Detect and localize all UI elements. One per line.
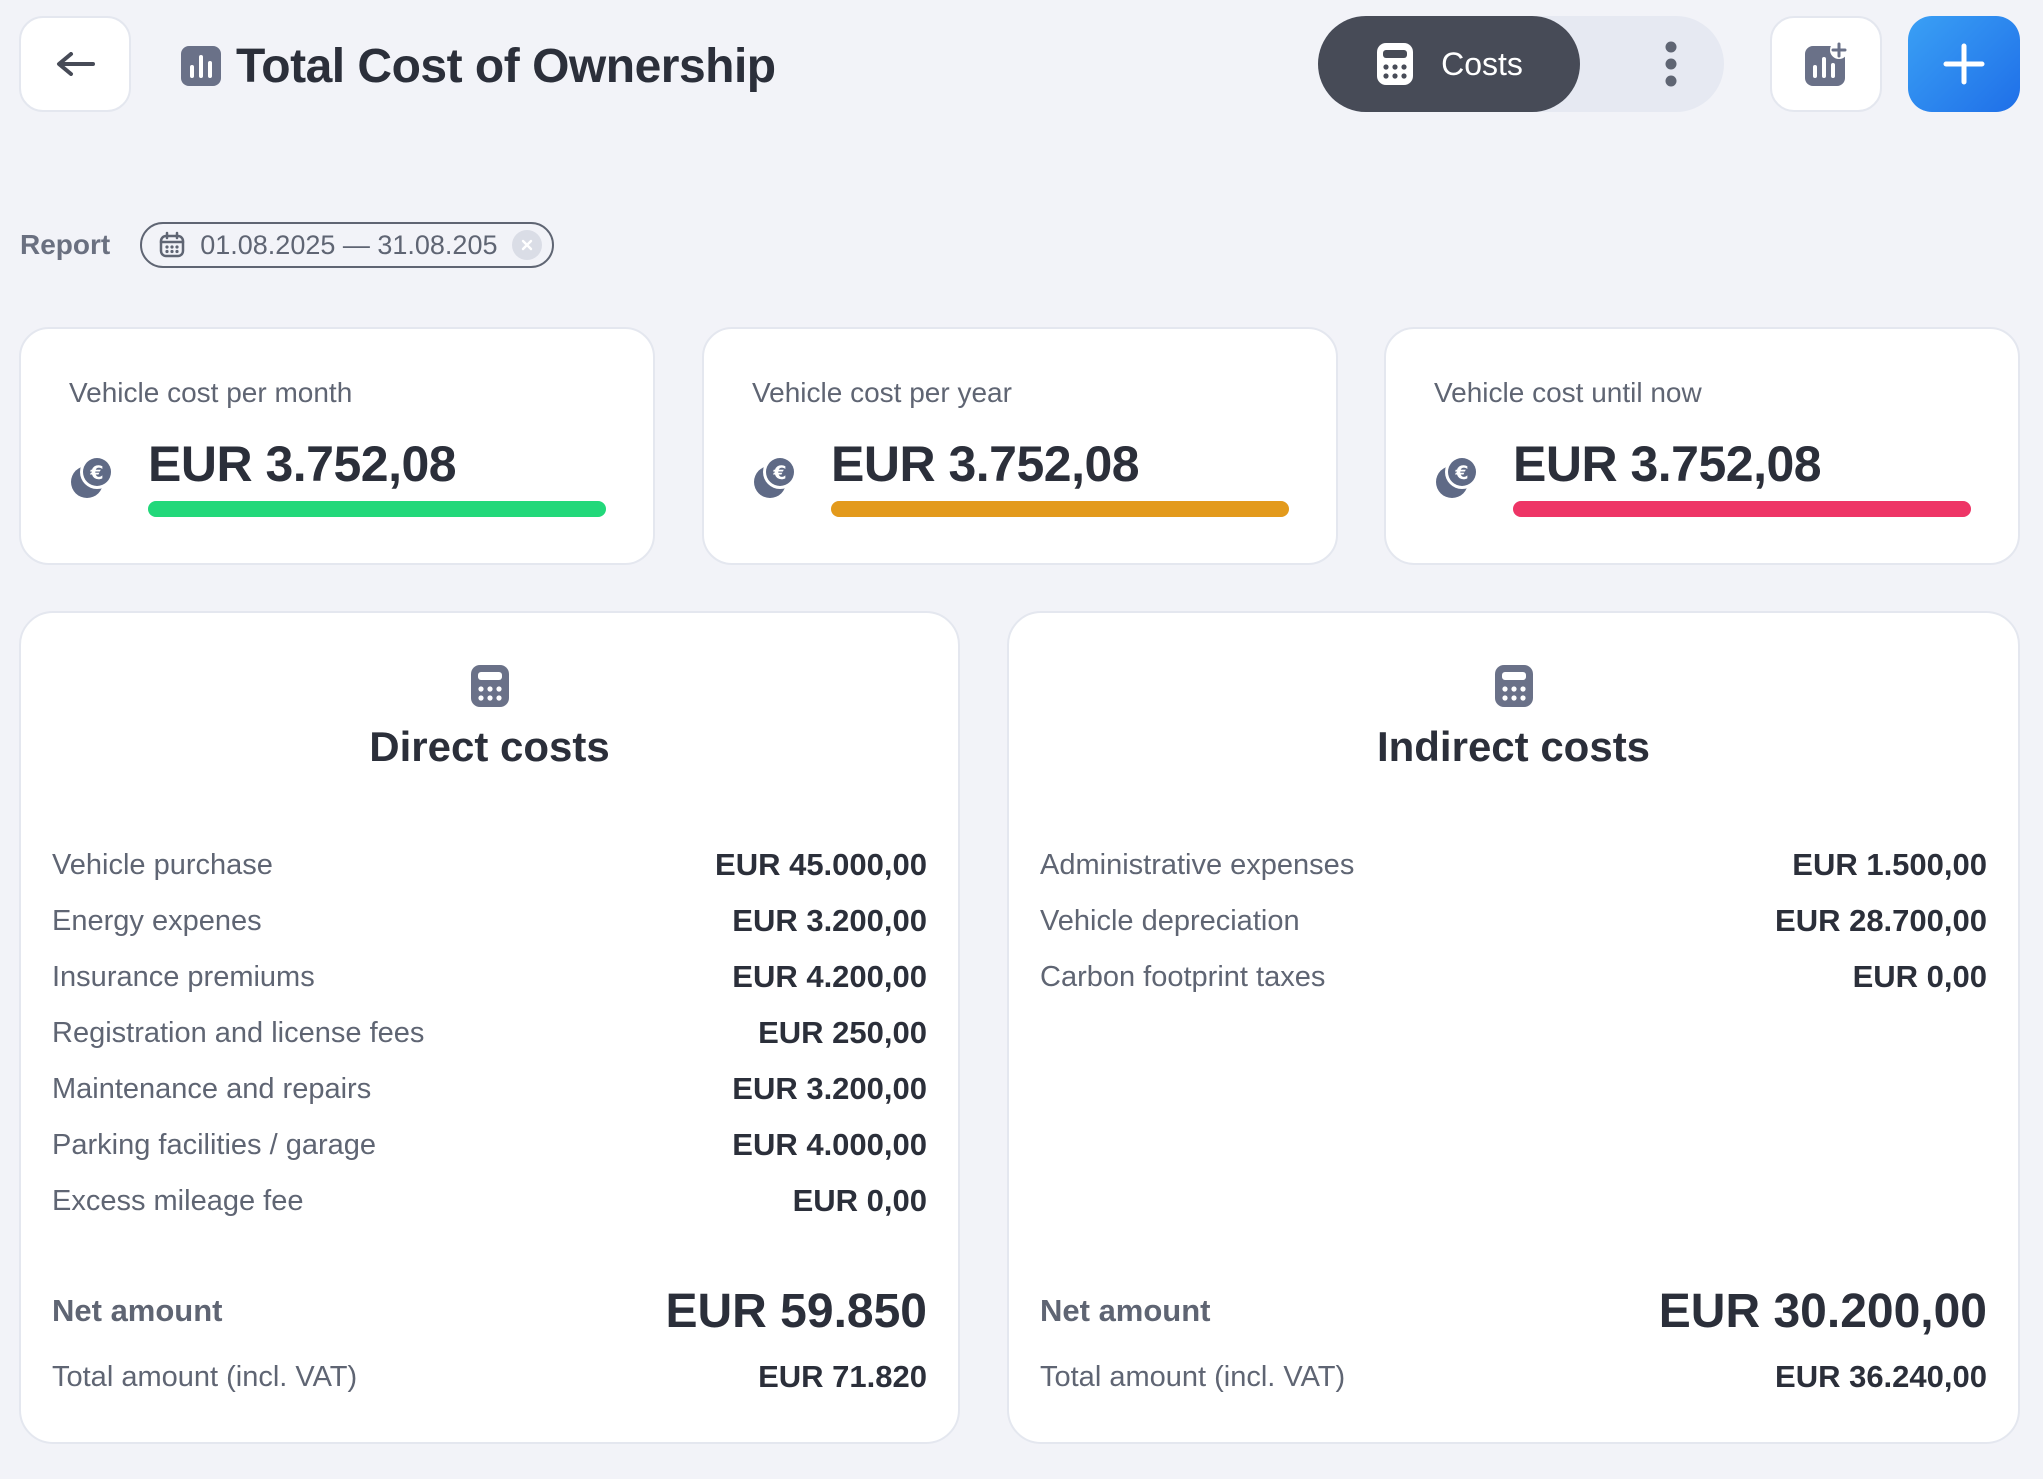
report-label: Report bbox=[20, 229, 111, 260]
svg-text:€: € bbox=[89, 462, 103, 484]
panel-title: Indirect costs bbox=[1376, 723, 1651, 770]
list-item: Vehicle depreciation EUR 28.700,00 bbox=[1040, 893, 1987, 949]
euro-coin-icon: € bbox=[71, 455, 114, 498]
row-label: Parking facilities / garage bbox=[52, 1128, 376, 1161]
kpi-progress-bar bbox=[1513, 501, 1971, 517]
direct-costs-list: Vehicle purchase EUR 45.000,00 Energy exp… bbox=[52, 837, 927, 1229]
list-item: Maintenance and repairs EUR 3.200,00 bbox=[52, 1061, 927, 1117]
row-label: Vehicle depreciation bbox=[1040, 904, 1300, 937]
kpi-label: Vehicle cost per month bbox=[69, 377, 353, 408]
kpi-card-per-year: Vehicle cost per year € EUR 3.752,08 bbox=[702, 327, 1338, 565]
add-button[interactable] bbox=[1908, 16, 2020, 112]
total-amount-label: Total amount (incl. VAT) bbox=[1040, 1360, 1346, 1393]
list-item: Carbon footprint taxes EUR 0,00 bbox=[1040, 949, 1987, 1005]
svg-text:€: € bbox=[1454, 462, 1468, 484]
clear-date-button[interactable] bbox=[511, 230, 542, 260]
row-label: Vehicle purchase bbox=[52, 848, 273, 881]
kpi-card-per-month: Vehicle cost per month € EUR 3.752,08 bbox=[19, 327, 655, 565]
net-amount-row: Net amount EUR 59.850 bbox=[52, 1273, 927, 1349]
euro-coin-icon: € bbox=[1436, 455, 1479, 498]
kpi-value: EUR 3.752,08 bbox=[1513, 436, 1822, 492]
kpi-label: Vehicle cost until now bbox=[1434, 377, 1702, 408]
kpi-value: EUR 3.752,08 bbox=[148, 436, 457, 492]
list-item: Excess mileage fee EUR 0,00 bbox=[52, 1173, 927, 1229]
total-amount-value: EUR 36.240,00 bbox=[1775, 1359, 1987, 1394]
row-value: EUR 4.000,00 bbox=[732, 1127, 927, 1162]
back-button[interactable] bbox=[19, 16, 131, 112]
row-label: Registration and license fees bbox=[52, 1016, 425, 1049]
list-item: Parking facilities / garage EUR 4.000,00 bbox=[52, 1117, 927, 1173]
kpi-value: EUR 3.752,08 bbox=[831, 436, 1140, 492]
row-value: EUR 0,00 bbox=[792, 1183, 927, 1218]
direct-costs-panel: Direct costs Vehicle purchase EUR 45.000,… bbox=[19, 611, 960, 1444]
total-amount-row: Total amount (incl. VAT) EUR 36.240,00 bbox=[1040, 1349, 1987, 1405]
row-value: EUR 250,00 bbox=[758, 1015, 927, 1050]
add-chart-button[interactable] bbox=[1770, 16, 1882, 112]
kpi-card-until-now: Vehicle cost until now € EUR 3.752,08 bbox=[1384, 327, 2020, 565]
net-amount-value: EUR 30.200,00 bbox=[1658, 1284, 1987, 1338]
plus-icon bbox=[1943, 43, 1985, 85]
kpi-label: Vehicle cost per year bbox=[752, 377, 1012, 408]
bar-chart-icon bbox=[181, 46, 221, 86]
row-value: EUR 3.200,00 bbox=[732, 903, 927, 938]
row-label: Excess mileage fee bbox=[52, 1184, 304, 1217]
calendar-icon bbox=[159, 231, 185, 258]
net-amount-row: Net amount EUR 30.200,00 bbox=[1040, 1273, 1987, 1349]
row-value: EUR 3.200,00 bbox=[732, 1071, 927, 1106]
net-amount-label: Net amount bbox=[1040, 1293, 1211, 1328]
report-filter-row: Report 01.08.2025 — 31.08.205 bbox=[20, 222, 554, 268]
view-switcher: Costs bbox=[1318, 16, 1724, 112]
page-title: Total Cost of Ownership bbox=[236, 39, 776, 93]
kpi-progress-track bbox=[1513, 501, 1971, 517]
list-item: Insurance premiums EUR 4.200,00 bbox=[52, 949, 927, 1005]
calculator-icon bbox=[1377, 43, 1414, 85]
row-value: EUR 1.500,00 bbox=[1792, 847, 1987, 882]
row-value: EUR 4.200,00 bbox=[732, 959, 927, 994]
list-item: Administrative expenses EUR 1.500,00 bbox=[1040, 837, 1987, 893]
calculator-icon bbox=[1494, 665, 1533, 707]
close-icon bbox=[521, 239, 532, 251]
row-label: Insurance premiums bbox=[52, 960, 315, 993]
svg-text:€: € bbox=[772, 462, 786, 484]
panel-title: Direct costs bbox=[369, 723, 610, 770]
euro-coin-icon: € bbox=[754, 455, 797, 498]
total-amount-value: EUR 71.820 bbox=[758, 1359, 927, 1394]
kpi-progress-track bbox=[831, 501, 1289, 517]
kpi-progress-bar bbox=[831, 501, 1289, 517]
row-label: Energy expenes bbox=[52, 904, 262, 937]
calculator-icon bbox=[470, 665, 509, 707]
page-header: Total Cost of Ownership bbox=[180, 30, 776, 102]
total-amount-row: Total amount (incl. VAT) EUR 71.820 bbox=[52, 1349, 927, 1405]
total-amount-label: Total amount (incl. VAT) bbox=[52, 1360, 358, 1393]
kpi-progress-track bbox=[148, 501, 606, 517]
arrow-left-icon bbox=[57, 52, 95, 76]
row-value: EUR 0,00 bbox=[1852, 959, 1987, 994]
row-label: Carbon footprint taxes bbox=[1040, 960, 1326, 993]
chart-add-icon bbox=[1805, 41, 1848, 86]
tab-costs-label: Costs bbox=[1441, 45, 1523, 82]
row-label: Administrative expenses bbox=[1040, 848, 1355, 881]
kpi-progress-bar bbox=[148, 501, 606, 517]
indirect-costs-panel: Indirect costs Administrative expenses EU… bbox=[1007, 611, 2020, 1444]
tab-costs[interactable]: Costs bbox=[1318, 16, 1580, 112]
indirect-costs-list: Administrative expenses EUR 1.500,00 Vehi… bbox=[1040, 837, 1987, 1005]
row-label: Maintenance and repairs bbox=[52, 1072, 372, 1105]
date-range-text: 01.08.2025 — 31.08.205 bbox=[200, 229, 498, 260]
row-value: EUR 45.000,00 bbox=[715, 847, 927, 882]
list-item: Vehicle purchase EUR 45.000,00 bbox=[52, 837, 927, 893]
list-item: Energy expenes EUR 3.200,00 bbox=[52, 893, 927, 949]
more-vertical-icon bbox=[1665, 41, 1677, 87]
more-options-button[interactable] bbox=[1618, 16, 1724, 112]
net-amount-label: Net amount bbox=[52, 1293, 223, 1328]
list-item: Registration and license fees EUR 250,00 bbox=[52, 1005, 927, 1061]
row-value: EUR 28.700,00 bbox=[1775, 903, 1987, 938]
net-amount-value: EUR 59.850 bbox=[665, 1284, 928, 1338]
date-range-chip[interactable]: 01.08.2025 — 31.08.205 bbox=[140, 222, 554, 268]
